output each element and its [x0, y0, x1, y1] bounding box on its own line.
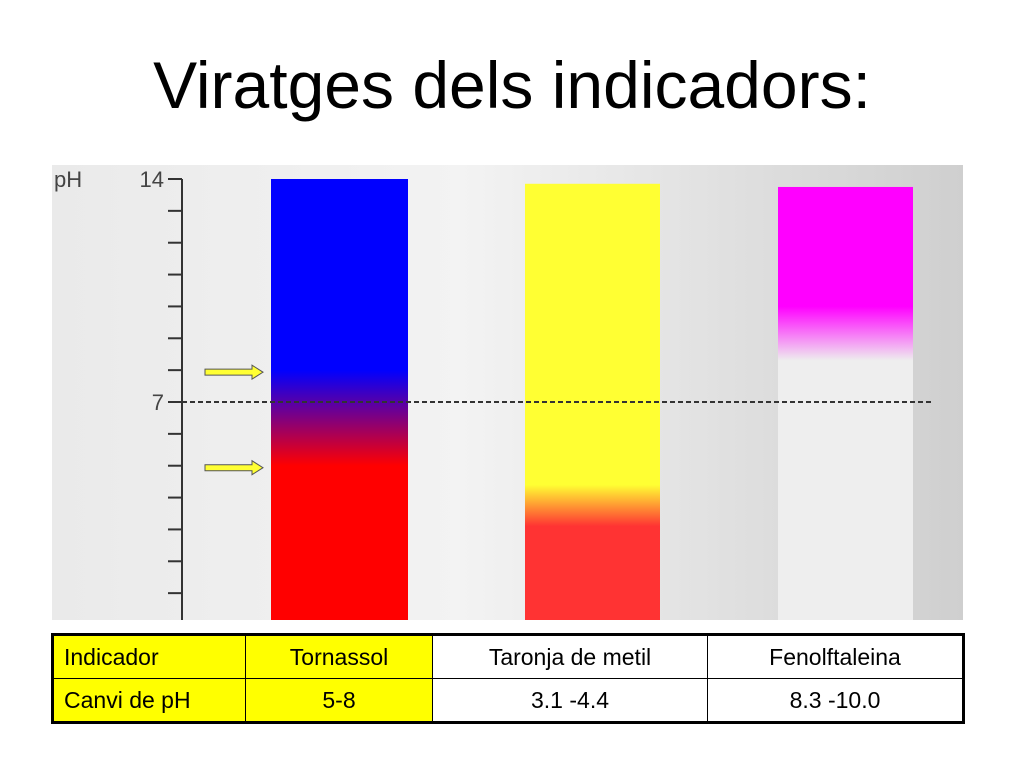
indicator-diagram-svg: pH 14 7 — [54, 167, 932, 620]
table-cell: 3.1 -4.4 — [432, 678, 708, 723]
ph-change-table: Indicador Tornassol Taronja de metil Fen… — [51, 633, 965, 724]
arrow-icon — [204, 459, 264, 476]
transition-arrow — [204, 459, 264, 476]
indicator-diagram: pH 14 7 — [52, 165, 963, 620]
table-cell: 8.3 -10.0 — [707, 678, 964, 723]
table-cell: Fenolftaleina — [707, 634, 964, 679]
transition-arrow — [204, 364, 264, 381]
indicator-column — [271, 179, 408, 620]
table-cell: Canvi de pH — [52, 678, 246, 723]
table-row: Canvi de pH 5-8 3.1 -4.4 8.3 -10.0 — [52, 678, 964, 723]
table-row: Indicador Tornassol Taronja de metil Fen… — [52, 634, 964, 679]
indicator-column — [778, 186, 913, 620]
slide-title: Viratges dels indicadors: — [153, 48, 871, 122]
table-cell: 5-8 — [245, 678, 433, 723]
table-cell: Taronja de metil — [432, 634, 708, 679]
table-cell: Indicador — [52, 634, 246, 679]
ph-tick-label: 14 — [140, 167, 164, 192]
ph-axis-label: pH — [54, 167, 82, 192]
ph-tick-label: 7 — [152, 390, 164, 415]
arrow-icon — [204, 364, 264, 381]
table-cell: Tornassol — [245, 634, 433, 679]
